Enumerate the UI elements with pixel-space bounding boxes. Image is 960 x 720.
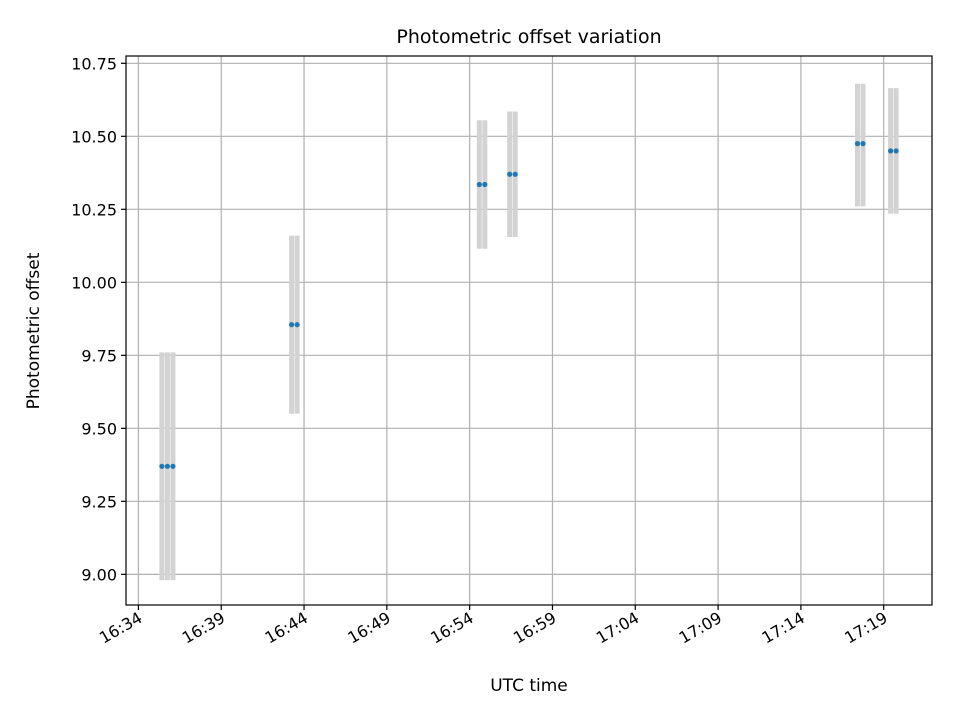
data-point: [893, 148, 899, 154]
y-tick-label: 9.25: [81, 492, 117, 511]
y-tick-label: 9.75: [81, 346, 117, 365]
y-tick-label: 10.75: [71, 54, 117, 73]
y-tick-label: 10.25: [71, 200, 117, 219]
x-tick-label: 16:49: [344, 608, 393, 648]
data-point: [289, 322, 295, 328]
data-point: [294, 322, 300, 328]
error-bars: [159, 83, 899, 581]
x-tick-label: 17:19: [841, 608, 890, 648]
x-tick-label: 16:39: [179, 608, 228, 648]
chart-title: Photometric offset variation: [396, 26, 661, 48]
data-point: [507, 171, 513, 177]
x-axis-ticks: 16:34 16:39 16:44 16:49 16:54 16:59 17:04 17:09…: [96, 605, 891, 648]
x-tick-label: 17:04: [593, 608, 642, 648]
x-tick-label: 16:54: [427, 608, 476, 648]
y-tick-label: 9.50: [81, 419, 117, 438]
data-point: [512, 171, 518, 177]
data-point: [159, 463, 165, 469]
y-tick-label: 10.00: [71, 273, 117, 292]
data-point: [482, 181, 488, 188]
data-point: [860, 141, 866, 147]
x-tick-label: 17:14: [758, 608, 807, 648]
grid-lines: [126, 56, 932, 605]
y-tick-label: 10.50: [71, 127, 117, 146]
x-tick-label: 16:59: [510, 608, 559, 648]
x-tick-label: 16:44: [262, 608, 311, 648]
x-axis-label: UTC time: [490, 676, 568, 696]
data-point: [164, 463, 171, 469]
data-point: [170, 463, 176, 469]
data-point: [854, 141, 861, 147]
x-tick-label: 17:09: [676, 608, 725, 648]
data-point: [887, 148, 894, 154]
y-tick-label: 9.00: [81, 565, 117, 584]
y-axis-ticks: 9.00 9.25 9.50 9.75 10.00 10.25 10.50 10.75: [71, 54, 126, 584]
data-points: [159, 141, 899, 469]
y-axis-label: Photometric offset: [24, 252, 44, 409]
x-tick-label: 16:34: [96, 608, 145, 648]
plot-frame: [125, 55, 933, 606]
data-point: [476, 181, 482, 188]
